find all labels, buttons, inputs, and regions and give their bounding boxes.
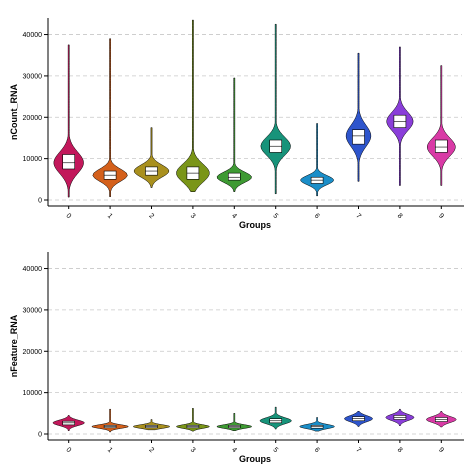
violin-group-7	[345, 52, 372, 182]
x-tick-label-7: 7	[354, 212, 362, 220]
violin-group-2	[133, 419, 170, 431]
y-tick-label: 40000	[23, 266, 43, 273]
x-tick-label-6: 6	[313, 212, 321, 220]
x-axis-title: Groups	[239, 220, 271, 230]
box-group-0	[62, 154, 76, 170]
x-tick-label-0: 0	[64, 212, 72, 220]
violin-group-3	[176, 19, 210, 192]
panel-1: 0 10000 20000 30000 40000 0 1 2 3 4 5 6 7 8 9 Groups nCo…	[9, 18, 464, 230]
y-tick-label: 30000	[23, 73, 43, 80]
x-tick-label-3: 3	[189, 446, 197, 454]
x-tick-label-2: 2	[147, 212, 155, 220]
y-tick-label: 40000	[23, 32, 43, 39]
y-tick-label: 10000	[23, 390, 43, 397]
violin-group-6	[299, 417, 335, 432]
violin-group-1	[91, 408, 129, 433]
x-tick-label-7: 7	[354, 446, 362, 454]
violin-group-4	[216, 413, 252, 431]
violin-group-5	[260, 23, 291, 195]
x-axis-title: Groups	[239, 454, 271, 464]
x-tick-label-2: 2	[147, 446, 155, 454]
violin-group-9	[426, 65, 456, 186]
violin-group-6	[300, 123, 334, 197]
box-group-4	[228, 172, 241, 181]
x-tick-label-9: 9	[437, 212, 445, 220]
violin-group-3	[175, 408, 210, 432]
x-tick-label-9: 9	[437, 446, 445, 454]
y-tick-label: 10000	[23, 156, 43, 163]
x-tick-label-0: 0	[64, 446, 72, 454]
box-group-7	[352, 129, 365, 145]
y-tick-label: 0	[38, 198, 42, 205]
box-group-9	[434, 139, 448, 153]
x-tick-label-1: 1	[106, 212, 114, 220]
y-tick-label: 20000	[23, 115, 43, 122]
y-axis-title: nFeature_RNA	[9, 314, 19, 377]
x-tick-label-3: 3	[189, 212, 197, 220]
y-axis-title: nCount_RNA	[9, 84, 19, 140]
violin-group-2	[133, 127, 170, 188]
x-tick-label-1: 1	[106, 446, 114, 454]
x-tick-label-6: 6	[313, 446, 321, 454]
panel-2: 0 10000 20000 30000 40000 0 1 2 3 4 5 6 7 8 9 Groups nFe…	[9, 252, 464, 464]
violin-group-4	[216, 77, 252, 192]
x-tick-label-5: 5	[271, 446, 279, 454]
y-tick-label: 20000	[23, 349, 43, 356]
y-tick-label: 30000	[23, 307, 43, 314]
violin-group-0	[53, 44, 84, 198]
x-tick-label-8: 8	[396, 446, 404, 454]
x-tick-label-5: 5	[271, 212, 279, 220]
y-tick-label: 0	[38, 432, 42, 439]
x-tick-label-4: 4	[230, 446, 238, 454]
violin-group-5	[259, 406, 292, 430]
violin-group-1	[92, 38, 128, 197]
x-tick-label-8: 8	[396, 212, 404, 220]
x-tick-label-4: 4	[230, 212, 238, 220]
